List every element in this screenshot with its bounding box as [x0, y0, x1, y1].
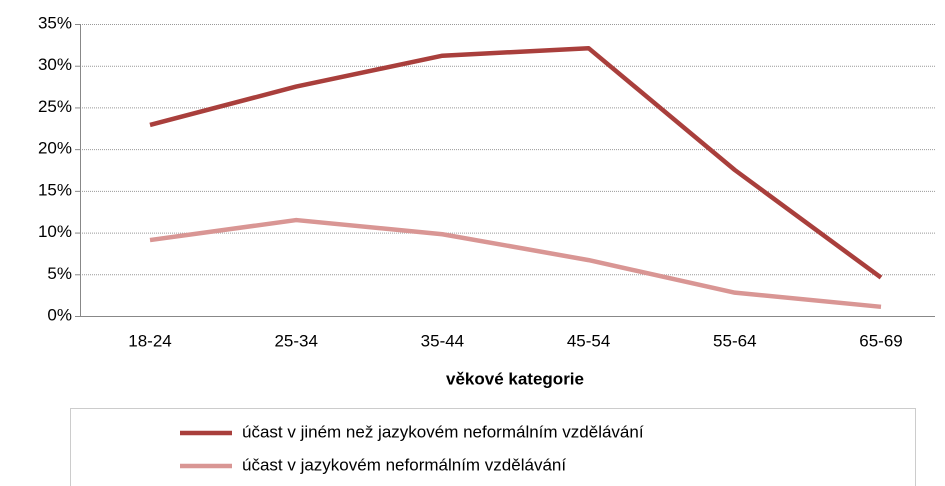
y-tick-label: 35% — [38, 13, 72, 32]
x-tick-label: 65-69 — [859, 331, 902, 350]
series-line — [149, 45, 883, 280]
y-tick-label: 5% — [47, 264, 72, 283]
y-tick-label: 10% — [38, 222, 72, 241]
x-tick-label: 45-54 — [567, 331, 610, 350]
y-tick-label: 20% — [38, 139, 72, 158]
legend-label: účast v jiném než jazykovém neformálním … — [242, 422, 644, 441]
legend-label: účast v jazykovém neformálním vzdělávání — [242, 455, 566, 474]
series-line — [149, 217, 882, 310]
x-tick-label: 35-44 — [421, 331, 464, 350]
x-tick-label: 25-34 — [274, 331, 317, 350]
legend-box — [70, 408, 916, 486]
y-tick-label: 0% — [47, 305, 72, 324]
y-tick-label: 25% — [38, 97, 72, 116]
x-tick-label: 18-24 — [128, 331, 171, 350]
x-axis-label: věkové kategorie — [446, 369, 584, 388]
y-tick-label: 30% — [38, 55, 72, 74]
y-tick-label: 15% — [38, 180, 72, 199]
x-tick-label: 55-64 — [713, 331, 756, 350]
